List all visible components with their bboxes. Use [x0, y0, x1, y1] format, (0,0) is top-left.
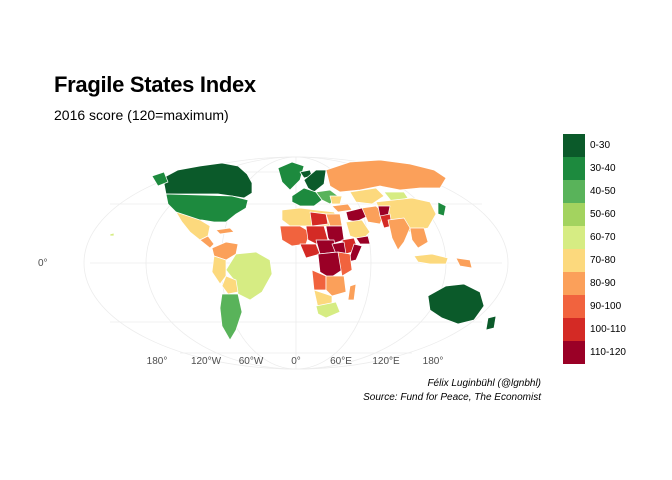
region-pacific-islands — [109, 232, 115, 237]
country-sudan — [325, 225, 345, 245]
country-syria-iraq — [345, 207, 369, 223]
legend-swatch — [563, 226, 585, 249]
legend-swatch — [563, 341, 585, 364]
legend: 0-30 30-40 40-50 50-60 60-70 70-80 80-90… — [563, 134, 626, 364]
caption-source: Source: Fund for Peace, The Economist — [363, 392, 541, 403]
legend-swatch — [563, 318, 585, 341]
lon-label-180-east: 180° — [422, 356, 444, 367]
country-drc — [317, 251, 343, 279]
region-western-europe — [291, 187, 323, 207]
country-kazakhstan — [349, 187, 385, 205]
legend-label: 0-30 — [590, 140, 611, 151]
country-japan — [437, 201, 447, 217]
country-greenland — [277, 161, 305, 191]
legend-label: 100-110 — [590, 324, 626, 335]
country-alaska — [151, 171, 169, 187]
legend-label: 60-70 — [590, 232, 616, 243]
legend-swatch — [563, 203, 585, 226]
lon-label-180-west: 180° — [146, 356, 168, 367]
lon-label-0: 0° — [291, 356, 301, 367]
country-libya — [309, 211, 329, 227]
country-russia — [325, 159, 447, 193]
map-subtitle: 2016 score (120=maximum) — [54, 107, 229, 123]
legend-swatch — [563, 157, 585, 180]
legend-item: 30-40 — [563, 157, 626, 180]
legend-swatch — [563, 295, 585, 318]
country-ukraine — [329, 195, 343, 205]
legend-label: 50-60 — [590, 209, 616, 220]
country-canada — [162, 162, 253, 199]
country-india — [387, 217, 411, 251]
legend-swatch — [563, 180, 585, 203]
country-chile-argentina — [219, 293, 243, 341]
legend-swatch — [563, 272, 585, 295]
legend-item: 100-110 — [563, 318, 626, 341]
lon-label-60e: 60°E — [330, 356, 352, 367]
legend-item: 0-30 — [563, 134, 626, 157]
country-australia — [427, 283, 485, 325]
country-kenya-tanzania — [337, 251, 353, 277]
region-southeast-asia — [409, 227, 429, 249]
region-scandinavia — [303, 169, 327, 193]
country-new-zealand — [485, 315, 497, 331]
region-indonesia — [413, 253, 449, 265]
lon-label-120w: 120°W — [190, 356, 222, 367]
legend-label: 70-80 — [590, 255, 616, 266]
country-south-africa — [315, 301, 341, 319]
region-caribbean — [215, 227, 235, 235]
legend-label: 30-40 — [590, 163, 616, 174]
map-title: Fragile States Index — [54, 72, 256, 97]
legend-label: 90-100 — [590, 301, 622, 312]
legend-item: 40-50 — [563, 180, 626, 203]
lat-label-equator: 0° — [38, 258, 48, 269]
legend-item: 60-70 — [563, 226, 626, 249]
legend-item: 50-60 — [563, 203, 626, 226]
country-papua-new-guinea — [455, 257, 473, 269]
legend-item: 110-120 — [563, 341, 626, 364]
country-usa — [165, 193, 249, 223]
country-madagascar — [347, 283, 357, 301]
caption-author: Félix Luginbühl (@lgnbhl) — [427, 378, 541, 389]
country-yemen — [355, 235, 371, 245]
legend-label: 40-50 — [590, 186, 616, 197]
country-zambia-mozambique — [325, 275, 347, 297]
legend-item: 70-80 — [563, 249, 626, 272]
region-central-america — [199, 235, 215, 249]
legend-item: 90-100 — [563, 295, 626, 318]
country-bolivia — [221, 275, 239, 295]
country-turkey — [331, 203, 353, 213]
country-nigeria-cameroon — [299, 243, 321, 259]
legend-item: 80-90 — [563, 272, 626, 295]
legend-label: 80-90 — [590, 278, 616, 289]
country-peru — [211, 255, 227, 285]
lon-label-60w: 60°W — [238, 356, 264, 367]
legend-swatch — [563, 134, 585, 157]
legend-swatch — [563, 249, 585, 272]
lon-label-120e: 120°E — [372, 356, 400, 367]
region-west-africa — [279, 225, 311, 247]
caption: Félix Luginbühl (@lgnbhl) Source: Fund f… — [363, 377, 541, 405]
legend-label: 110-120 — [590, 347, 626, 358]
